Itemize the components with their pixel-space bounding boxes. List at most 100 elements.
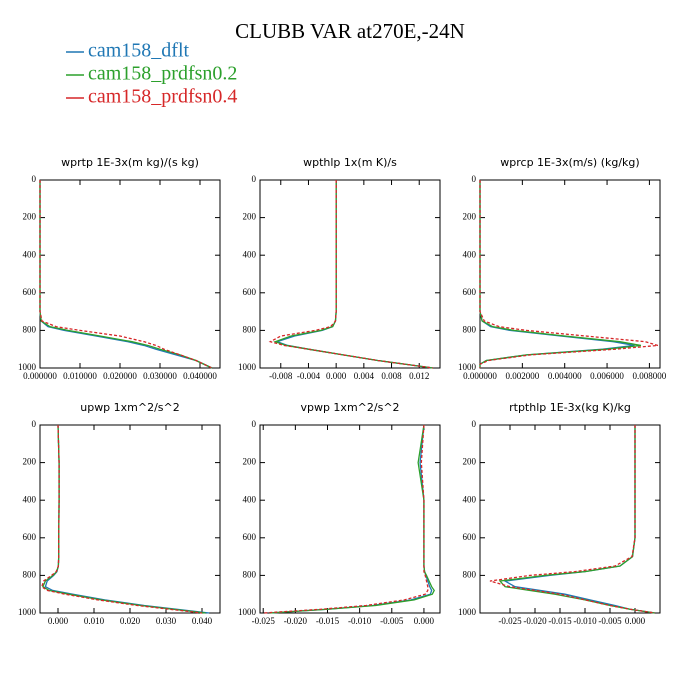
y-tick-label: 0: [32, 419, 37, 429]
x-tick-label: 0.000: [48, 616, 69, 626]
x-tick-label: 0.012: [409, 371, 429, 381]
series-line: [275, 180, 434, 369]
y-tick-label: 0: [472, 419, 477, 429]
series-line: [479, 180, 659, 368]
y-tick-label: 800: [243, 324, 257, 334]
x-tick-label: -0.020: [523, 616, 547, 626]
y-tick-label: 1000: [238, 362, 257, 372]
series-line: [268, 180, 434, 369]
y-tick-label: 600: [23, 287, 37, 297]
x-tick-label: 0.010000: [63, 371, 97, 381]
y-tick-label: 200: [463, 457, 477, 467]
y-tick-label: 600: [243, 532, 257, 542]
y-tick-label: 800: [463, 569, 477, 579]
x-tick-label: 0.040000: [183, 371, 217, 381]
x-tick-label: 0.020: [120, 616, 141, 626]
x-tick-label: 0.006000: [590, 371, 624, 381]
y-tick-label: 600: [243, 287, 257, 297]
x-tick-label: 0.000: [414, 616, 435, 626]
x-tick-label: 0.040: [192, 616, 213, 626]
x-tick-label: -0.025: [252, 616, 276, 626]
y-tick-label: 0: [32, 174, 37, 184]
x-tick-label: -0.005: [380, 616, 404, 626]
x-tick-label: 0.008000: [633, 371, 667, 381]
series-line: [41, 424, 203, 614]
y-tick-label: 200: [463, 212, 477, 222]
legend-label: cam158_prdfsn0.2: [88, 63, 237, 85]
series-line: [502, 425, 656, 614]
y-tick-label: 0: [472, 174, 477, 184]
panel-title: wprtp 1E-3x(m kg)/(s kg): [61, 156, 199, 169]
x-tick-label: -0.015: [316, 616, 340, 626]
series-line: [269, 424, 433, 614]
y-tick-label: 400: [243, 249, 257, 259]
y-tick-label: 600: [463, 287, 477, 297]
y-tick-label: 600: [463, 532, 477, 542]
x-tick-label: 0.008: [381, 371, 402, 381]
y-tick-label: 400: [23, 494, 37, 504]
y-tick-label: 1000: [458, 362, 477, 372]
panel-title: wprcp 1E-3x(m/s) (kg/kg): [500, 156, 639, 169]
plot-frame: [259, 424, 441, 614]
y-tick-label: 800: [23, 324, 37, 334]
series-line: [489, 425, 656, 614]
panel-title: vpwp 1xm^2/s^2: [300, 401, 399, 414]
series-line: [42, 424, 206, 614]
x-tick-label: -0.015: [548, 616, 572, 626]
y-tick-label: 1000: [18, 362, 37, 372]
legend-label: cam158_dflt: [88, 40, 190, 62]
plot-frame: [39, 179, 221, 369]
legend-label: cam158_prdfsn0.4: [88, 86, 237, 108]
x-tick-label: 0.004: [354, 371, 375, 381]
y-tick-label: 200: [243, 457, 257, 467]
x-tick-label: -0.005: [598, 616, 622, 626]
plot-frame: [479, 424, 661, 614]
y-tick-label: 0: [252, 174, 257, 184]
x-tick-label: 0.000000: [463, 371, 497, 381]
plot-frame: [259, 179, 441, 369]
y-tick-label: 400: [243, 494, 257, 504]
series-line: [39, 180, 213, 369]
y-tick-label: 1000: [238, 607, 257, 617]
series-line: [273, 180, 434, 369]
x-tick-label: 0.000: [625, 616, 646, 626]
plot-frame: [479, 179, 661, 369]
x-tick-label: 0.030: [156, 616, 177, 626]
x-tick-label: -0.020: [284, 616, 308, 626]
plot-frame: [39, 424, 221, 614]
x-tick-label: 0.030000: [143, 371, 177, 381]
x-tick-label: 0.000000: [23, 371, 57, 381]
y-tick-label: 200: [23, 212, 37, 222]
y-tick-label: 800: [23, 569, 37, 579]
y-tick-label: 1000: [18, 607, 37, 617]
x-tick-label: -0.025: [498, 616, 522, 626]
y-tick-label: 1000: [458, 607, 477, 617]
series-line: [39, 180, 213, 369]
y-tick-label: 800: [243, 569, 257, 579]
y-tick-label: 0: [252, 419, 257, 429]
series-line: [479, 180, 642, 368]
x-tick-label: -0.010: [348, 616, 372, 626]
x-tick-label: -0.010: [573, 616, 597, 626]
series-line: [479, 180, 635, 368]
series-line: [269, 424, 435, 614]
panel-title: wpthlp 1x(m K)/s: [303, 156, 397, 169]
series-line: [498, 425, 656, 614]
y-tick-label: 400: [463, 249, 477, 259]
x-tick-label: 0.010: [84, 616, 105, 626]
figure-title: CLUBB VAR at270E,-24N: [235, 19, 465, 43]
y-tick-label: 600: [23, 532, 37, 542]
y-tick-label: 200: [243, 212, 257, 222]
panel-title: rtpthlp 1E-3x(kg K)/kg: [509, 401, 631, 414]
series-line: [39, 180, 213, 369]
x-tick-label: 0.000: [326, 371, 347, 381]
x-tick-label: -0.004: [297, 371, 321, 381]
y-tick-label: 200: [23, 457, 37, 467]
x-tick-label: -0.008: [269, 371, 293, 381]
x-tick-label: 0.020000: [103, 371, 137, 381]
panel-title: upwp 1xm^2/s^2: [80, 401, 180, 414]
series-line: [263, 424, 429, 614]
series-line: [44, 424, 210, 614]
y-tick-label: 800: [463, 324, 477, 334]
